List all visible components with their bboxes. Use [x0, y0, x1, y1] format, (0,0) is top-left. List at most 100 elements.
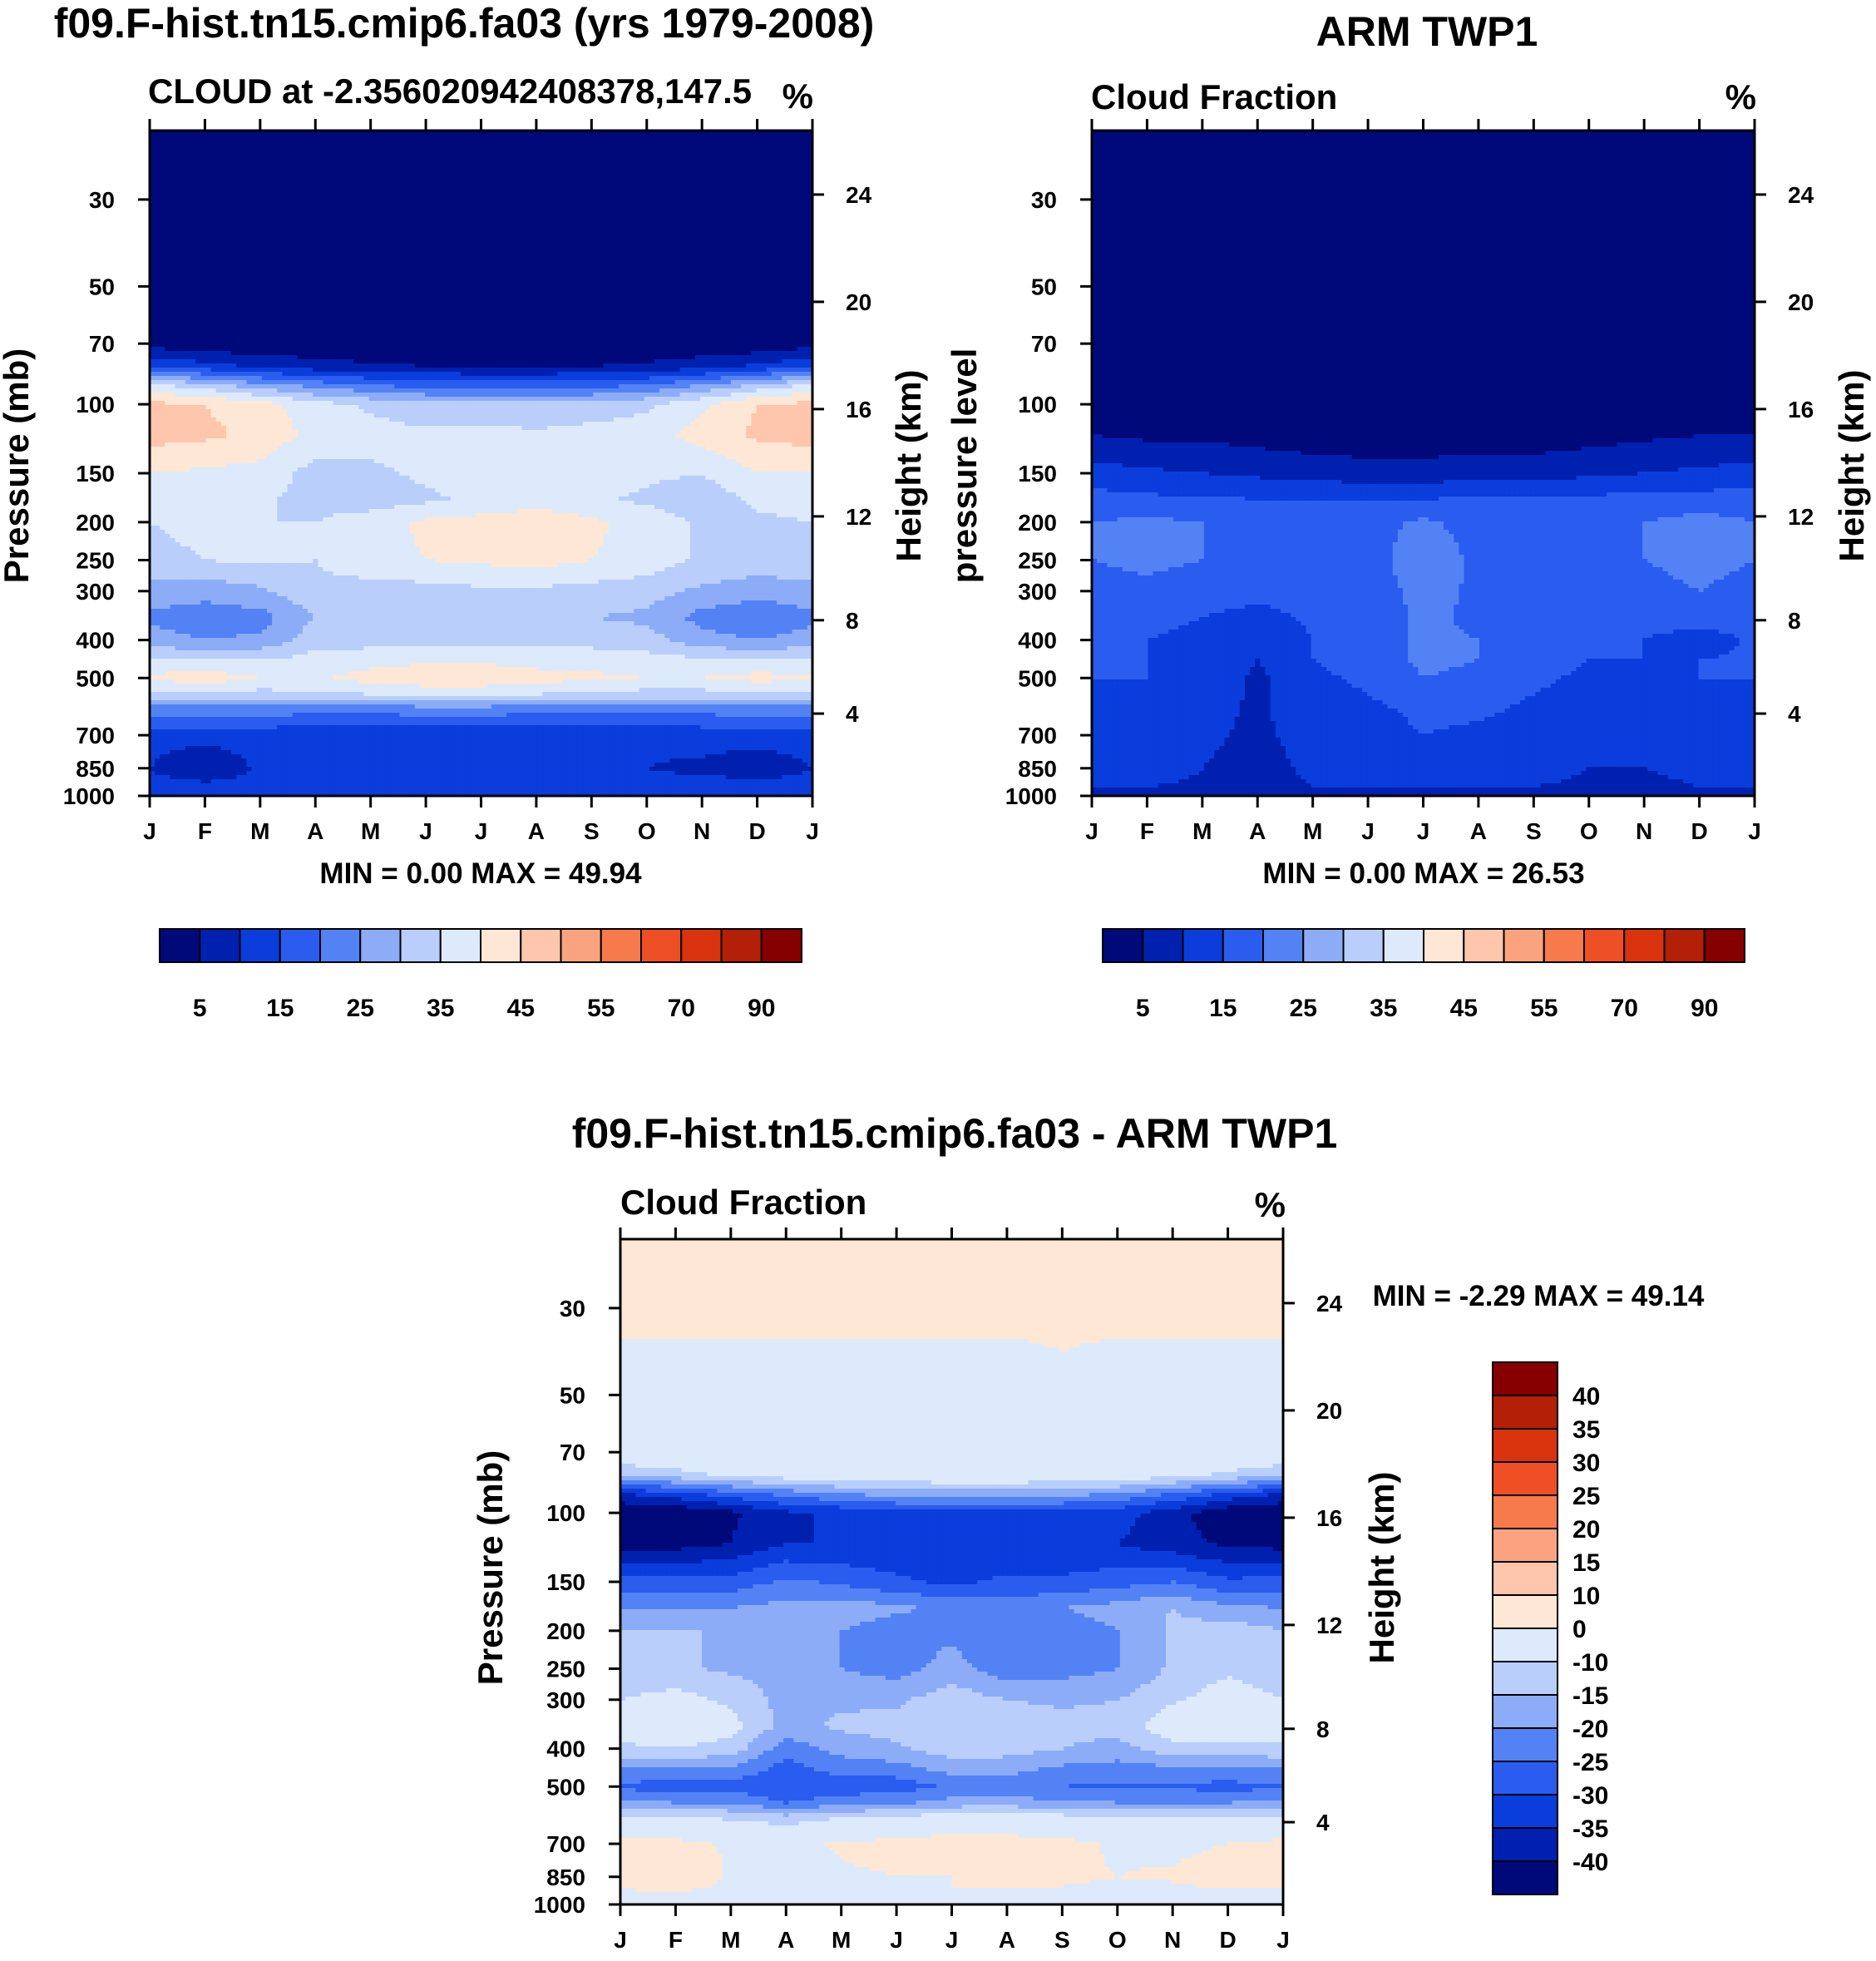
contour-cell — [583, 143, 589, 148]
contour-cell — [787, 135, 792, 140]
contour-cell — [252, 135, 258, 140]
contour-cell — [430, 135, 436, 140]
contour-cell — [374, 143, 380, 148]
contour-cell — [195, 135, 201, 140]
contour-cell — [374, 135, 380, 140]
contour-cell — [293, 135, 299, 140]
contour-cell — [772, 143, 778, 148]
contour-cell — [731, 135, 737, 140]
contour-cell — [363, 143, 369, 148]
contour-cell — [399, 139, 405, 144]
contour-cell — [384, 135, 390, 140]
contour-cell — [537, 135, 543, 140]
contour-cell — [363, 135, 369, 140]
contour-cell — [420, 147, 426, 152]
contour-cell — [252, 139, 258, 144]
contour-cell — [267, 143, 273, 148]
contour-cell — [221, 135, 227, 140]
contour-cell — [252, 147, 258, 152]
contour-cell — [288, 147, 294, 152]
contour-cell — [236, 135, 242, 140]
contour-cell — [456, 143, 462, 148]
contour-cell — [277, 147, 283, 152]
contour-cell — [746, 139, 752, 144]
contour-cell — [705, 139, 711, 144]
contour-cell — [685, 139, 691, 144]
contour-cell — [792, 135, 797, 140]
contour-cell — [282, 135, 288, 140]
contour-cell — [690, 135, 696, 140]
contour-cell — [639, 139, 645, 144]
contour-cell — [456, 147, 462, 152]
contour-cell — [695, 139, 701, 144]
contour-cell — [516, 143, 522, 148]
contour-cell — [440, 143, 446, 148]
contour-cell — [440, 139, 446, 144]
contour-cell — [420, 139, 426, 144]
contour-cell — [389, 143, 395, 148]
contour-cell — [741, 139, 747, 144]
contour-cell — [374, 147, 380, 152]
contour-cell — [446, 147, 452, 152]
contour-cell — [246, 147, 252, 152]
contour-cell — [272, 147, 278, 152]
contour-cell — [629, 143, 634, 148]
contour-cell — [614, 135, 620, 140]
contour-cell — [205, 135, 211, 140]
contour-cell — [557, 143, 563, 148]
contour-cell — [522, 143, 528, 148]
contour-cell — [573, 139, 579, 144]
contour-cell — [624, 135, 629, 140]
contour-cell — [313, 139, 318, 144]
contour-cell — [573, 143, 579, 148]
contour-cell — [624, 139, 629, 144]
contour-cell — [236, 143, 242, 148]
contour-cell — [399, 135, 405, 140]
contour-cell — [384, 147, 390, 152]
contour-cell — [782, 143, 787, 148]
contour-cell — [522, 135, 528, 140]
contour-cell — [430, 147, 436, 152]
contour-cell — [772, 135, 778, 140]
contour-cell — [669, 143, 675, 148]
contour-cell — [583, 139, 589, 144]
contour-cell — [547, 135, 553, 140]
contour-cell — [221, 147, 227, 152]
contour-cell — [619, 139, 625, 144]
contour-cell — [797, 143, 803, 148]
contour-cell — [160, 147, 165, 152]
contour-cell — [599, 135, 605, 140]
contour-cell — [323, 143, 328, 148]
contour-cell — [532, 135, 538, 140]
contour-cell — [175, 139, 181, 144]
contour-cell — [451, 143, 457, 148]
contour-cell — [609, 139, 615, 144]
contour-cell — [664, 139, 670, 144]
contour-cell — [303, 135, 309, 140]
contour-cell — [542, 135, 548, 140]
contour-cell — [649, 139, 655, 144]
contour-cell — [394, 143, 400, 148]
contour-cell — [205, 147, 211, 152]
contour-cell — [446, 139, 452, 144]
contour-cell — [746, 143, 752, 148]
contour-cell — [394, 139, 400, 144]
contour-cell — [425, 135, 431, 140]
contour-cell — [288, 135, 294, 140]
contour-cell — [726, 139, 732, 144]
contour-cell — [664, 143, 670, 148]
contour-cell — [211, 135, 217, 140]
contour-cell — [511, 139, 517, 144]
contour-cell — [547, 143, 553, 148]
contour-cell — [802, 139, 808, 144]
contour-cell — [506, 143, 512, 148]
contour-cell — [165, 139, 170, 144]
contour-cell — [757, 139, 763, 144]
contour-cell — [405, 147, 411, 152]
contour-cell — [466, 143, 471, 148]
contour-cell — [328, 135, 334, 140]
contour-cell — [481, 135, 487, 140]
contour-cell — [491, 135, 497, 140]
contour-cell — [604, 139, 610, 144]
contour-cell — [664, 135, 670, 140]
